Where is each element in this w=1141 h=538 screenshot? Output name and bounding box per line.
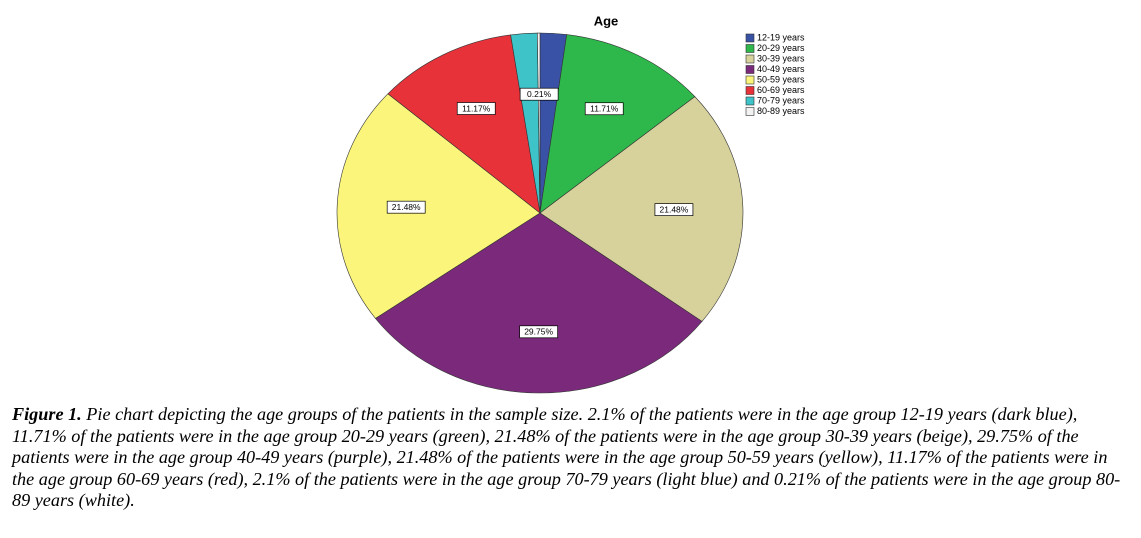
legend-swatch [745, 54, 755, 64]
chart: Age 11.71% 21.48% 29.75% 21.48% 11.17% 0.21% 1… [336, 13, 805, 394]
legend-label: 80-89 years [757, 106, 805, 116]
legend-label: 70-79 years [757, 95, 805, 105]
legend-swatch [745, 96, 755, 106]
legend-swatch [745, 33, 755, 43]
legend-swatch [745, 44, 755, 53]
data-label: 21.48% [660, 204, 689, 214]
legend-label: 60-69 years [757, 85, 805, 95]
legend-label: 50-59 years [757, 74, 805, 84]
legend-swatch [745, 75, 755, 85]
legend-swatch [745, 107, 755, 116]
legend-swatch [745, 86, 755, 95]
legend-label: 20-29 years [757, 43, 805, 53]
data-label-box [654, 203, 694, 216]
data-label: 0.21% [527, 89, 552, 99]
legend-label: 30-39 years [757, 53, 805, 63]
legend-label: 12-19 years [757, 32, 805, 42]
caption: Figure 1. Pie chart depicting the age gr… [12, 404, 1132, 512]
data-label-box [456, 102, 496, 115]
data-label: 21.48% [392, 202, 421, 212]
data-label: 29.75% [524, 327, 553, 337]
legend-swatch [745, 65, 755, 74]
legend-label: 40-49 years [757, 64, 805, 74]
data-label: 11.17% [462, 103, 491, 113]
caption-text: Pie chart depicting the age groups of th… [12, 404, 1121, 510]
pie-slice [537, 32, 541, 214]
pie-slice [387, 34, 541, 214]
pie-slice [539, 96, 744, 322]
data-label-box [584, 102, 624, 116]
data-label-box [519, 87, 559, 101]
caption-label: Figure 1. [12, 404, 82, 424]
data-label-box [519, 325, 558, 339]
pie-slice [539, 34, 696, 214]
data-label-box [386, 200, 426, 214]
pie-slice [336, 93, 541, 319]
pie-slice [375, 212, 703, 394]
chart-title: Age [594, 13, 619, 28]
data-label: 11.71% [590, 103, 619, 113]
